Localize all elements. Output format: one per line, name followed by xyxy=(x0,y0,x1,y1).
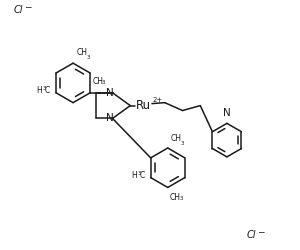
Text: 3: 3 xyxy=(137,171,141,176)
Text: Cl: Cl xyxy=(14,5,23,15)
Text: CH: CH xyxy=(92,77,103,86)
Text: 3: 3 xyxy=(180,196,183,201)
Text: N: N xyxy=(106,88,113,98)
Text: C: C xyxy=(45,86,50,95)
Text: −: − xyxy=(256,227,264,236)
Text: N: N xyxy=(106,114,113,124)
Text: 2+: 2+ xyxy=(153,97,163,103)
Text: N: N xyxy=(223,108,231,118)
Text: H: H xyxy=(36,86,42,95)
Text: 3: 3 xyxy=(87,55,90,60)
Text: C: C xyxy=(140,171,145,180)
Text: 3: 3 xyxy=(102,80,106,85)
Text: −: − xyxy=(24,2,31,12)
Text: CH: CH xyxy=(171,134,182,143)
Text: 3: 3 xyxy=(181,141,184,146)
Text: H: H xyxy=(131,171,137,180)
Text: 3: 3 xyxy=(43,86,46,91)
Text: CH: CH xyxy=(77,48,88,57)
Text: CH: CH xyxy=(170,194,181,202)
Text: Ru: Ru xyxy=(136,99,151,112)
Text: Cl: Cl xyxy=(247,230,256,240)
